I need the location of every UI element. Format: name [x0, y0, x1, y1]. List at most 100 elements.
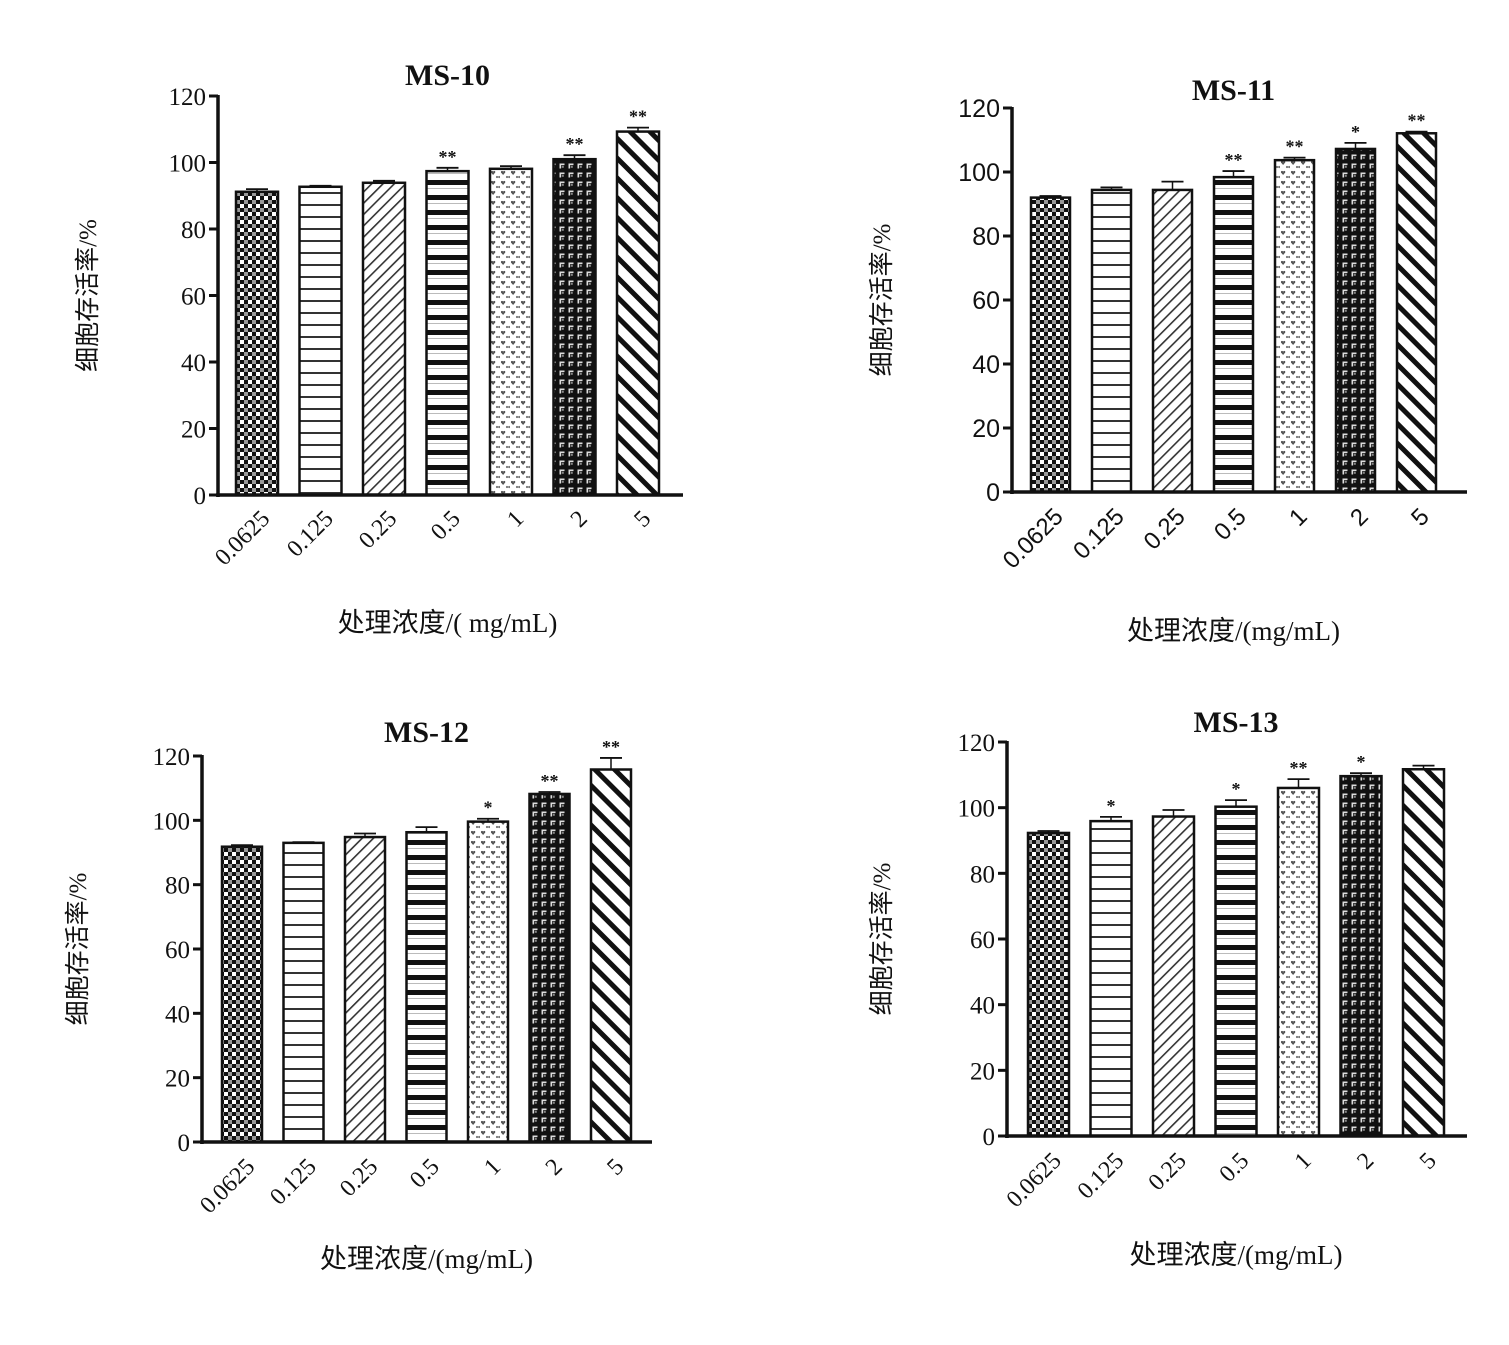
y-tick-label: 100 — [169, 151, 207, 178]
x-tick-label: 0.5 — [405, 1154, 445, 1194]
y-tick-label: 40 — [970, 993, 995, 1020]
y-tick-label: 40 — [181, 350, 206, 377]
y-tick-label: 0 — [194, 483, 207, 510]
bar — [425, 169, 470, 497]
bar — [1273, 158, 1316, 494]
x-tick-label: 0.125 — [1073, 1148, 1130, 1205]
significance-label: * — [484, 798, 493, 818]
x-tick-label: 0.0625 — [195, 1154, 260, 1219]
significance-label: ** — [1286, 137, 1304, 157]
bar — [1401, 768, 1446, 1138]
bar — [1090, 188, 1133, 494]
y-axis-label: 细胞存活率/% — [74, 219, 102, 372]
significance-label: ** — [1408, 111, 1426, 131]
x-tick-label: 5 — [602, 1154, 629, 1181]
bar — [466, 820, 510, 1144]
y-tick-label: 40 — [972, 351, 1000, 379]
chart-ms-12: MS-12 0.0625 0.125 0.25 0.5 * 1 ** 2 ** 5 0 20 40 60 80… — [64, 716, 652, 1274]
bar — [298, 185, 343, 497]
y-axis-label: 细胞存活率/% — [868, 863, 896, 1016]
bar — [1026, 831, 1071, 1138]
x-tick-label: 0.125 — [282, 506, 339, 563]
x-tick-label: 2 — [541, 1154, 568, 1181]
y-tick-label: 20 — [165, 1066, 190, 1093]
significance-label: * — [1351, 122, 1360, 142]
significance-label: * — [1107, 796, 1116, 816]
x-tick-label: 0.25 — [354, 506, 402, 554]
y-axis-label: 细胞存活率/% — [868, 224, 896, 377]
bar — [1334, 147, 1377, 494]
y-axis-label: 细胞存活率/% — [64, 873, 92, 1026]
x-axis-label: 处理浓度/( mg/mL) — [338, 608, 558, 638]
significance-label: ** — [541, 771, 559, 791]
x-axis-label: 处理浓度/(mg/mL) — [1130, 1240, 1343, 1270]
y-tick-label: 40 — [165, 1001, 190, 1028]
bar — [220, 845, 264, 1144]
x-tick-label: 1 — [479, 1154, 506, 1181]
bar — [1089, 819, 1133, 1138]
y-tick-label: 0 — [178, 1130, 191, 1157]
chart-title: MS-11 — [1192, 74, 1275, 107]
x-tick-label: 0.0625 — [998, 503, 1069, 574]
significance-label: ** — [1225, 150, 1243, 170]
y-tick-label: 120 — [153, 744, 191, 771]
y-tick-label: 100 — [958, 159, 1000, 187]
bar — [589, 768, 633, 1144]
chart-ms-10: MS-10 0.0625 0.125 0.25 ** 0.5 1 ** 2 ** 5 0 20 40 60 8… — [74, 59, 683, 638]
y-tick-label: 80 — [972, 223, 1000, 251]
x-tick-label: 2 — [1345, 503, 1374, 532]
y-tick-label: 80 — [165, 873, 190, 900]
bar — [488, 167, 534, 497]
x-tick-label: 1 — [1290, 1148, 1317, 1175]
x-tick-label: 0.5 — [1215, 1148, 1255, 1188]
bar — [1212, 175, 1255, 494]
x-tick-label: 1 — [1284, 503, 1313, 532]
x-tick-label: 0.25 — [1144, 1148, 1192, 1196]
bar — [361, 181, 407, 497]
x-tick-label: 1 — [502, 506, 529, 533]
y-tick-label: 60 — [181, 284, 206, 311]
significance-label: ** — [1290, 758, 1308, 778]
x-tick-label: 0.125 — [265, 1154, 322, 1211]
chart-title: MS-10 — [405, 59, 490, 92]
significance-label: ** — [602, 737, 620, 757]
y-tick-label: 80 — [970, 861, 995, 888]
bar — [1214, 805, 1258, 1138]
y-tick-label: 20 — [181, 417, 206, 444]
bar — [234, 190, 280, 497]
x-tick-label: 0.25 — [335, 1154, 383, 1202]
y-tick-label: 100 — [153, 808, 191, 835]
x-tick-label: 5 — [1406, 503, 1435, 532]
bar — [343, 835, 387, 1144]
x-tick-label: 0.125 — [1068, 503, 1130, 565]
y-tick-label: 60 — [165, 937, 190, 964]
bar — [552, 157, 597, 497]
bar — [615, 130, 661, 497]
significance-label: ** — [439, 147, 457, 167]
x-tick-label: 0.0625 — [210, 506, 275, 571]
x-tick-label: 0.25 — [1139, 503, 1191, 555]
x-tick-label: 0.0625 — [1002, 1148, 1067, 1213]
chart-title: MS-12 — [384, 716, 469, 749]
x-tick-label: 2 — [566, 506, 593, 533]
bar — [528, 792, 571, 1144]
significance-label: * — [1357, 752, 1366, 772]
chart-ms-11: MS-11 0.0625 0.125 0.25 ** 0.5 ** 1 * 2 ** 5 0 20 40 60… — [868, 74, 1467, 646]
y-tick-label: 120 — [958, 730, 996, 757]
chart-panels: MS-100.0625 0.125 0.25**0.5 1**2**502040608… — [64, 59, 1467, 1274]
x-tick-label: 2 — [1352, 1148, 1379, 1175]
y-tick-label: 100 — [958, 796, 996, 823]
y-tick-label: 20 — [970, 1058, 995, 1085]
bar — [1339, 774, 1383, 1138]
x-tick-label: 0.5 — [1209, 503, 1252, 546]
x-axis-label: 处理浓度/(mg/mL) — [1127, 616, 1340, 646]
x-tick-label: 5 — [1415, 1148, 1442, 1175]
y-tick-label: 60 — [972, 287, 1000, 315]
bar — [405, 830, 448, 1144]
bar — [1395, 132, 1438, 494]
y-tick-label: 0 — [983, 1124, 996, 1151]
y-tick-label: 80 — [181, 217, 206, 244]
bar — [1276, 786, 1321, 1138]
chart-ms-13: MS-13 0.0625 * 0.125 0.25 * 0.5 ** 1 * 2 5 0 20 40 60 80… — [868, 706, 1467, 1270]
